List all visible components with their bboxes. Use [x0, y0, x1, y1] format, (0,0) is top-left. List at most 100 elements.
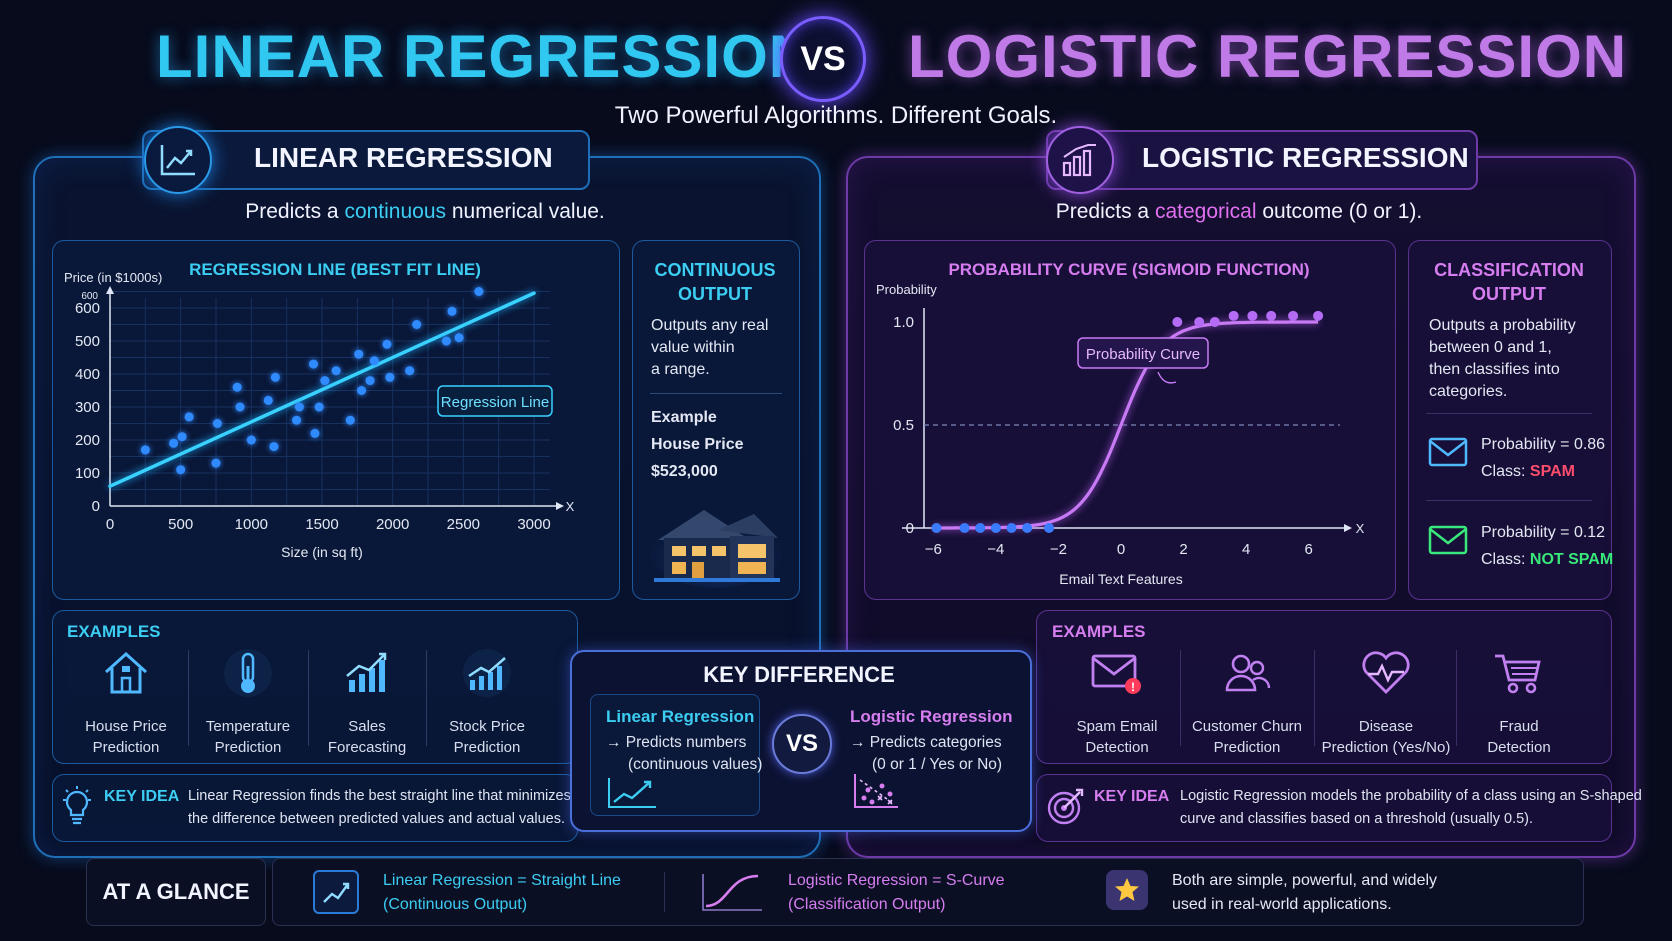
separator: [1314, 650, 1315, 746]
data-point: [176, 465, 186, 475]
spam-case: Probability = 0.86 Class: SPAM: [1481, 436, 1606, 480]
classification-output-box: [1408, 240, 1612, 600]
logistic-chart-title: PROBABILITY CURVE (SIGMOID FUNCTION): [948, 260, 1310, 279]
logistic-heading-bar: LOGISTIC REGRESSION: [1046, 130, 1478, 190]
logistic-example-item: Disease Prediction (Yes/No): [1316, 648, 1456, 758]
data-point: [235, 402, 245, 412]
x-tick-label: 2: [1179, 541, 1187, 558]
x-tick-label: 4: [1242, 541, 1250, 558]
data-point: [1209, 317, 1220, 327]
y-axis-arrow: [106, 286, 114, 294]
x-tick-label: −2: [1050, 541, 1067, 558]
linear-heading: LINEAR REGRESSION: [254, 142, 553, 173]
linear-key-idea-box: [52, 774, 578, 842]
divider: [664, 872, 665, 912]
logistic-key-idea-box: [1036, 774, 1612, 842]
y-tick-label: 1.0: [893, 314, 914, 331]
title-logistic: LOGISTIC REGRESSION: [908, 23, 1628, 90]
x-tick-label: 500: [168, 516, 193, 533]
data-point: [454, 333, 464, 343]
heart-pulse-icon: [1362, 651, 1410, 694]
kd-vs-badge: VS: [772, 714, 832, 774]
data-point: [169, 438, 179, 448]
classification-output-desc: Outputs a probability between 0 and 1, the…: [1429, 317, 1576, 400]
data-point: [140, 445, 150, 455]
separator: [426, 650, 427, 746]
data-point: [357, 386, 367, 395]
linear-key-idea-text: Linear Regression finds the best straigh…: [188, 788, 571, 827]
kd-logistic-desc: → Predicts categories (0 or 1 / Yes or No…: [850, 734, 1003, 773]
data-point: [990, 523, 1001, 533]
glance-both: Both are simple, powerful, and widely use…: [1172, 872, 1438, 913]
classification-output-title: CLASSIFICATION OUTPUT: [1434, 260, 1584, 304]
x-axis-arrow: [556, 502, 564, 510]
house-icon: [104, 651, 148, 694]
x-axis-label: Email Text Features: [1059, 571, 1182, 587]
data-point: [354, 349, 364, 359]
logistic-key-idea-text: Logistic Regression models the probabili…: [1180, 788, 1642, 827]
stock-chart-icon: [463, 649, 511, 697]
star-icon: [1106, 870, 1148, 910]
logistic-tagline: Predicts a categorical outcome (0 or 1).: [1055, 200, 1423, 223]
kd-linear-desc: → Predicts numbers (continuous values): [606, 734, 763, 773]
at-a-glance-label: AT A GLANCE: [86, 858, 266, 926]
x-axis-label: Size (in sq ft): [281, 544, 363, 560]
house-illustration: [650, 510, 782, 588]
linear-example-item: House Price Prediction: [66, 648, 186, 758]
logistic-chart: X −6 −4 −2 0 2 4 6 0 0.5 1.0 Probability Email Text …: [876, 282, 1365, 587]
x-tick-label: 6: [1305, 541, 1313, 558]
x-tick-label: 0: [106, 516, 114, 533]
continuous-output-title: CONTINUOUS OUTPUT: [654, 260, 776, 304]
data-point: [959, 523, 970, 533]
annotation-label: Regression Line: [441, 394, 549, 411]
data-point: [412, 320, 422, 329]
subtitle: Two Powerful Algorithms. Different Goals…: [614, 102, 1058, 129]
mail-icon: [1428, 525, 1468, 555]
x-tick-label: 2500: [447, 516, 480, 533]
y-tick-label: 500: [75, 333, 100, 350]
svg-text:!: !: [1131, 680, 1135, 694]
y-axis-label: Price (in $1000s): [64, 270, 162, 285]
bar-chart-icon: [1046, 126, 1114, 194]
data-point: [1006, 523, 1017, 533]
x-tick-label: −4: [987, 541, 1004, 558]
data-point: [292, 415, 302, 425]
data-point: [931, 523, 942, 533]
lightbulb-icon: [63, 786, 91, 825]
data-point: [441, 336, 451, 346]
glance-logistic: Logistic Regression = S-Curve (Classifica…: [788, 872, 1005, 913]
data-point: [365, 376, 375, 386]
data-point: [975, 523, 986, 533]
data-point: [1194, 317, 1205, 327]
x-axis-letter: X: [1356, 521, 1365, 536]
annotation-pointer: [1157, 371, 1177, 384]
key-difference-title: KEY DIFFERENCE: [703, 662, 895, 687]
x-tick-label: 0: [1117, 541, 1125, 558]
data-point: [1228, 310, 1239, 321]
divider: [1426, 500, 1592, 501]
linear-example-item: Temperature Prediction: [188, 648, 308, 758]
data-point: [385, 372, 395, 382]
data-point: [1172, 317, 1183, 327]
data-point: [211, 458, 221, 468]
annotation-box: [437, 385, 553, 417]
data-point: [1044, 523, 1055, 533]
annotation-label: Probability Curve: [1086, 346, 1200, 363]
x-axis-arrow: [1344, 524, 1352, 532]
linear-examples-title: EXAMPLES: [67, 622, 161, 641]
data-point: [1266, 310, 1277, 321]
divider: [650, 393, 782, 394]
linear-chart: X 0 500 1000 1500 2000 2500 3000 0 100 200 300 400 50…: [64, 270, 575, 560]
thermometer-icon: [224, 649, 272, 697]
logistic-key-idea-label: KEY IDEA: [1094, 788, 1170, 805]
separator: [188, 650, 189, 746]
linear-chart-title: REGRESSION LINE (BEST FIT LINE): [189, 260, 481, 279]
logistic-chart-box: [864, 240, 1396, 600]
data-point: [177, 432, 187, 442]
vs-badge: VS: [780, 16, 866, 102]
data-point: [1022, 523, 1033, 533]
data-point: [1288, 310, 1299, 321]
separator: [308, 650, 309, 746]
spam-mail-icon: !: [1091, 654, 1141, 694]
logistic-example-item: Customer Churn Prediction: [1184, 648, 1310, 758]
